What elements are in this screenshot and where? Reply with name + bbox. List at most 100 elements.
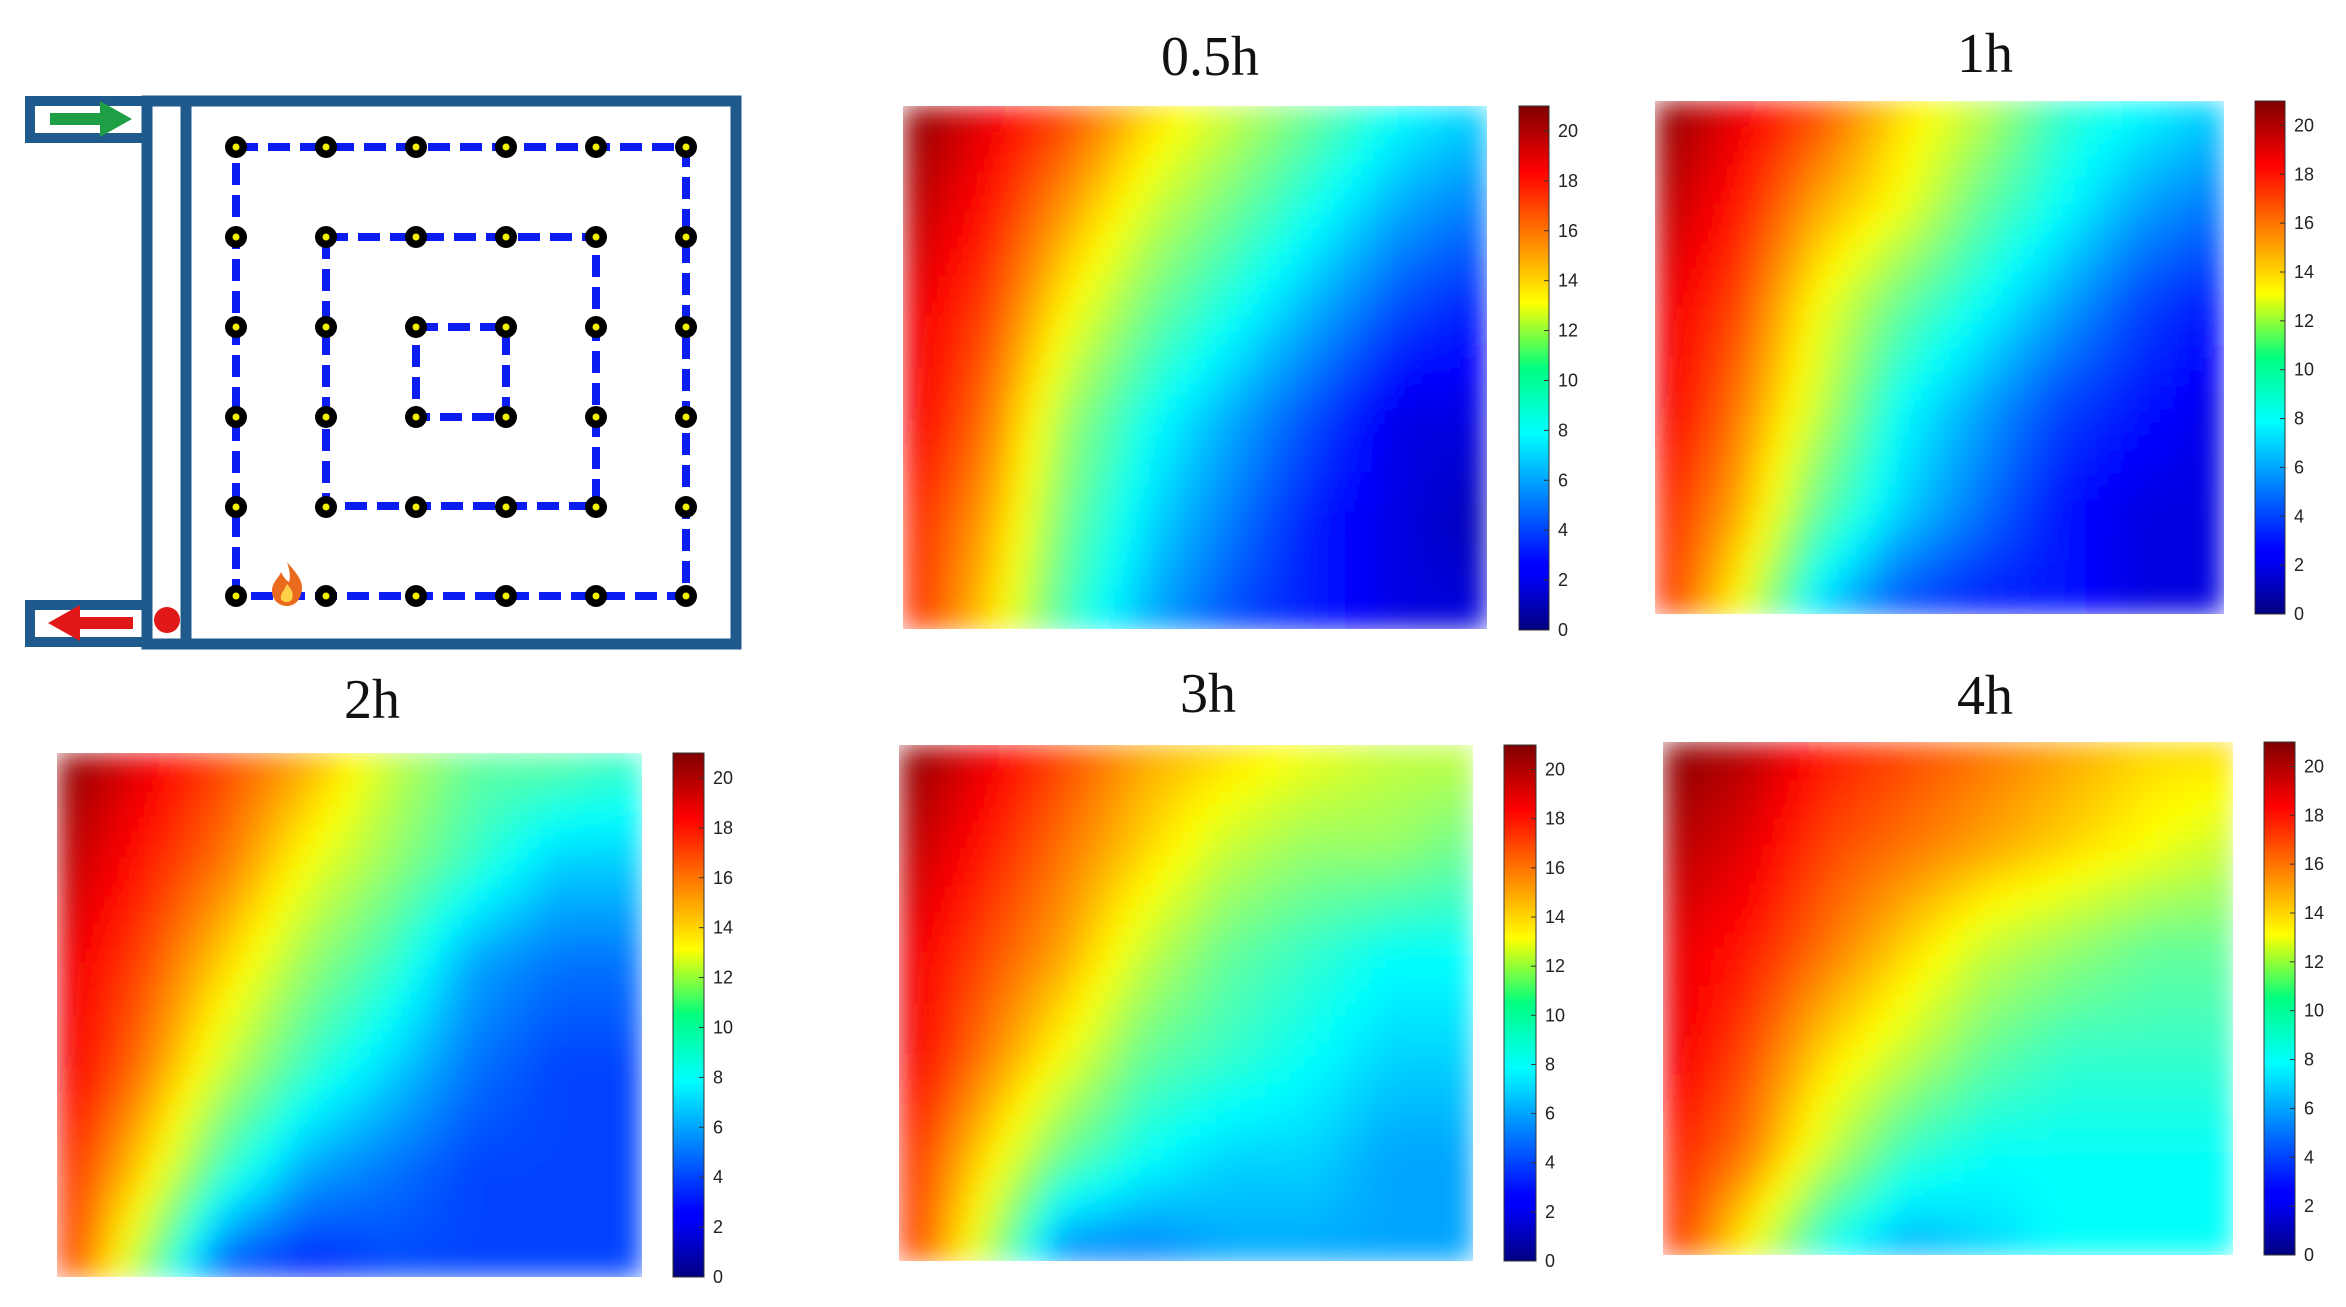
heatmap-cell <box>1667 293 1682 308</box>
heatmap-cell <box>1221 184 1236 199</box>
heatmap-cell <box>269 1001 285 1016</box>
heatmap-cell <box>1168 511 1183 526</box>
heatmap-cell <box>1221 393 1236 408</box>
heatmap-cell <box>1168 119 1183 134</box>
heatmap-cell <box>2133 588 2148 603</box>
heatmap-cell <box>1667 472 1682 487</box>
heatmap-cell <box>2198 485 2213 500</box>
heatmap-cell <box>1208 145 1223 160</box>
heatmap-cell <box>615 1080 630 1095</box>
heatmap-cell <box>1380 315 1396 330</box>
heatmap-cell <box>1248 419 1263 434</box>
heatmap-cell <box>415 1028 431 1043</box>
heatmap-cell <box>2068 383 2083 397</box>
heatmap-cell <box>969 119 984 134</box>
heatmap-cell <box>1745 460 1760 474</box>
heatmap-cell <box>1380 262 1396 277</box>
heatmap-cell <box>1667 242 1682 256</box>
heatmap-cell <box>309 962 324 977</box>
colorbar-tick-label: 14 <box>1558 271 1578 291</box>
heatmap-cell <box>376 1080 391 1095</box>
heatmap-cell <box>123 1106 138 1121</box>
heatmap-cell <box>1287 289 1303 304</box>
heatmap-cell <box>1075 158 1090 173</box>
heatmap-cell <box>1301 459 1316 474</box>
heatmap-cell <box>1128 223 1143 238</box>
heatmap-cell <box>1473 524 1487 539</box>
heatmap-cell <box>1221 615 1236 629</box>
heatmap-cell <box>1367 249 1382 264</box>
heatmap-cell <box>283 1054 298 1069</box>
heatmap-cell <box>455 857 471 872</box>
heatmap-cell <box>1195 106 1210 121</box>
heatmap-cell <box>442 884 457 899</box>
heatmap-cell <box>1022 498 1037 513</box>
heatmap-cell <box>1301 472 1316 487</box>
heatmap-cell <box>1732 177 1747 192</box>
heatmap-cell <box>1195 550 1210 565</box>
heatmap-cell <box>2081 562 2096 577</box>
heatmap-cell <box>1693 472 1708 487</box>
heatmap-cell <box>1380 119 1396 134</box>
heatmap-cell <box>229 884 245 899</box>
heatmap-cell <box>1261 262 1276 277</box>
heatmap-cell <box>1274 106 1289 121</box>
heatmap-cell <box>1314 445 1329 461</box>
heatmap-cell <box>203 779 218 794</box>
heatmap-cell <box>402 1001 417 1016</box>
heatmap-cell <box>1874 331 1889 346</box>
heatmap-cell <box>1420 511 1435 526</box>
heatmap-cell <box>1926 331 1941 346</box>
heatmap-cell <box>1874 601 1889 614</box>
heatmap-cell <box>1420 119 1435 134</box>
heatmap-cell <box>2146 190 2161 205</box>
heatmap-cell <box>1327 380 1342 395</box>
heatmap-cell <box>96 818 112 833</box>
heatmap-cell <box>1035 184 1050 199</box>
heatmap-cell <box>1965 203 1980 218</box>
heatmap-cell <box>150 1028 165 1043</box>
heatmap-cell <box>1341 223 1356 238</box>
heatmap-cell <box>2172 601 2187 614</box>
heatmap-cell <box>2042 190 2057 205</box>
heatmap-cell <box>1394 236 1409 251</box>
heatmap-cell <box>1447 367 1462 382</box>
heatmap-cell <box>402 792 417 807</box>
heatmap-cell <box>1102 367 1117 382</box>
heatmap-cell <box>1745 370 1760 385</box>
heatmap-cell <box>615 975 630 990</box>
heatmap-cell <box>1367 419 1382 434</box>
heatmap-cell <box>1991 562 2006 577</box>
heatmap-cell <box>1009 249 1024 264</box>
heatmap-cell <box>2120 113 2135 128</box>
heatmap-cell <box>903 210 918 225</box>
heatmap-cell <box>1195 602 1210 617</box>
heatmap-cell <box>415 975 431 990</box>
heatmap-cell <box>1301 419 1316 434</box>
heatmap-cell <box>1874 165 1889 179</box>
heatmap-cell <box>110 910 125 925</box>
heatmap-cell <box>2211 280 2224 295</box>
heatmap-cell <box>509 936 524 951</box>
heatmap-cell <box>1128 236 1143 251</box>
heatmap-cell <box>1367 459 1382 474</box>
heatmap-cell <box>1062 223 1077 238</box>
heatmap-cell <box>2030 139 2044 154</box>
heatmap-cell <box>1797 165 1812 179</box>
heatmap-cell <box>522 936 537 951</box>
heatmap-cell <box>2004 395 2019 410</box>
heatmap-cell <box>1473 132 1487 147</box>
heatmap-cell <box>1965 460 1980 474</box>
heatmap-cell <box>1407 289 1422 304</box>
heatmap-cell <box>1075 171 1090 186</box>
heatmap-cell <box>1447 210 1462 225</box>
heatmap-cell <box>1380 589 1396 604</box>
heatmap-cell <box>1407 589 1422 604</box>
heatmap-cell <box>2017 549 2032 564</box>
heatmap-cell <box>203 818 218 833</box>
heatmap-cell <box>1952 447 1967 462</box>
heatmap-cell <box>1836 293 1850 308</box>
colorbar-tick-label: 8 <box>2294 409 2304 429</box>
heatmap-cell <box>1433 315 1449 330</box>
heatmap-cell <box>1900 549 1915 564</box>
